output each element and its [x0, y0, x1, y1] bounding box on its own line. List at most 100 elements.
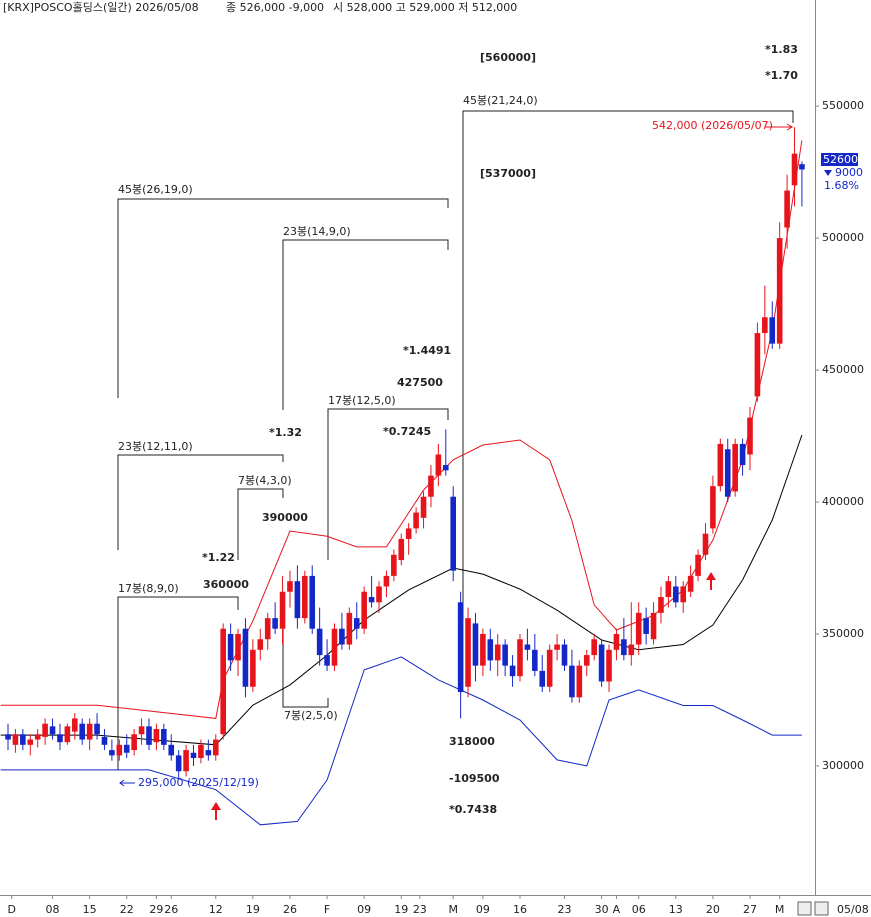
x-tick-label: 09 — [357, 903, 371, 916]
annotation: 542,000 (2026/05/07) — [652, 119, 773, 132]
bracket — [327, 408, 449, 560]
candle-body — [161, 728, 167, 745]
annotation: 7봉(2,5,0) — [284, 709, 338, 722]
candle-body — [257, 639, 264, 650]
x-tick-label: 12 — [209, 903, 223, 916]
candle-body — [391, 554, 397, 576]
header-ohl: 시 528,000 고 529,000 저 512,000 — [333, 1, 517, 14]
candle-body — [465, 618, 471, 687]
y-tick-label: 450000 — [822, 363, 864, 376]
candle-body — [198, 744, 204, 759]
bracket — [117, 198, 449, 398]
candle-body — [5, 734, 11, 740]
bracket — [117, 596, 239, 770]
zoom-button[interactable] — [814, 901, 829, 916]
x-tick-label: 26 — [164, 903, 178, 916]
annotation: 7봉(4,3,0) — [238, 474, 292, 487]
candle-body — [710, 486, 716, 529]
candle-body — [250, 649, 256, 687]
x-tick-label: 27 — [743, 903, 757, 916]
candle-body — [264, 618, 271, 640]
candle-body — [138, 726, 145, 735]
annotation: 45봉(26,19,0) — [118, 183, 193, 196]
x-tick-label: 19 — [246, 903, 260, 916]
x-tick-label: 06 — [632, 903, 646, 916]
candle-body — [12, 734, 19, 745]
x-tick-label: 29 — [149, 903, 163, 916]
candle-body — [220, 628, 226, 735]
candle-body — [398, 538, 405, 561]
candle-body — [287, 581, 293, 592]
y-tick-label: 300000 — [822, 759, 864, 772]
y-tick-label: 500000 — [822, 231, 864, 244]
end-date: 05/08 — [837, 903, 869, 916]
x-tick-label: 09 — [476, 903, 490, 916]
candle-body — [279, 591, 286, 629]
down-icon — [824, 170, 832, 176]
candle-body — [86, 723, 93, 740]
candle-body — [717, 443, 724, 487]
candle-body — [190, 752, 197, 759]
candle-body — [302, 575, 308, 619]
x-tick-label: M — [775, 903, 785, 916]
candle-body — [791, 153, 798, 186]
candle-body — [339, 628, 345, 645]
brackets — [117, 110, 794, 820]
x-tick-label: 23 — [558, 903, 572, 916]
annotation: *0.7245 — [383, 425, 431, 438]
candle-body — [20, 734, 26, 745]
candle-body — [420, 496, 427, 518]
max-pointer — [765, 123, 793, 131]
candle-body — [517, 639, 523, 677]
candle-body — [64, 726, 71, 743]
tool-button[interactable] — [797, 901, 812, 916]
annotation: 17봉(8,9,0) — [118, 582, 179, 595]
annotation: 17봉(12,5,0) — [328, 394, 396, 407]
candle-body — [762, 317, 768, 334]
candle-body — [724, 449, 731, 497]
annotation: *1.22 — [202, 551, 235, 564]
candle-body — [168, 744, 175, 756]
bracket — [282, 239, 449, 410]
bracket — [462, 110, 794, 620]
header-title: [KRX]POSCO홀딩스(일간) 2026/05/08 — [3, 0, 199, 14]
candle-body — [591, 639, 597, 656]
candle-body — [739, 443, 746, 466]
annotation: *1.4491 — [403, 344, 451, 357]
candle-body — [799, 164, 805, 170]
annotation: 390000 — [262, 511, 308, 524]
candle-body — [383, 575, 390, 587]
candle-body — [309, 575, 316, 629]
candle-body — [175, 755, 182, 772]
candle-body — [450, 496, 457, 571]
candle-body — [361, 591, 367, 629]
annotation: *1.70 — [765, 69, 798, 82]
candle-body — [650, 612, 657, 640]
x-tick-label: 22 — [120, 903, 134, 916]
annotation: *1.83 — [765, 43, 798, 56]
candle-body — [331, 628, 338, 666]
candle-body — [658, 597, 664, 613]
candle-body — [71, 718, 78, 732]
candle-body — [502, 644, 508, 666]
annotation: *1.32 — [269, 426, 302, 439]
candle-body — [435, 454, 442, 476]
candle-body — [346, 612, 353, 645]
candle-body — [747, 417, 753, 455]
candle-body — [494, 644, 501, 661]
annotation: 23봉(14,9,0) — [283, 225, 351, 238]
candle-body — [635, 612, 642, 645]
candle-body — [687, 575, 694, 592]
candle-body — [227, 633, 234, 661]
candle-body — [376, 586, 382, 603]
candle-body — [42, 723, 48, 737]
x-tick-label: 30 — [595, 903, 609, 916]
candle-body — [146, 726, 152, 745]
candle-body — [613, 633, 620, 650]
x-tick-label: 16 — [513, 903, 527, 916]
candle-body — [539, 670, 546, 687]
annotation: 427500 — [397, 376, 443, 389]
change-pct: 1.68% — [824, 179, 859, 192]
candle-body — [131, 734, 137, 751]
candle-body — [405, 528, 412, 539]
